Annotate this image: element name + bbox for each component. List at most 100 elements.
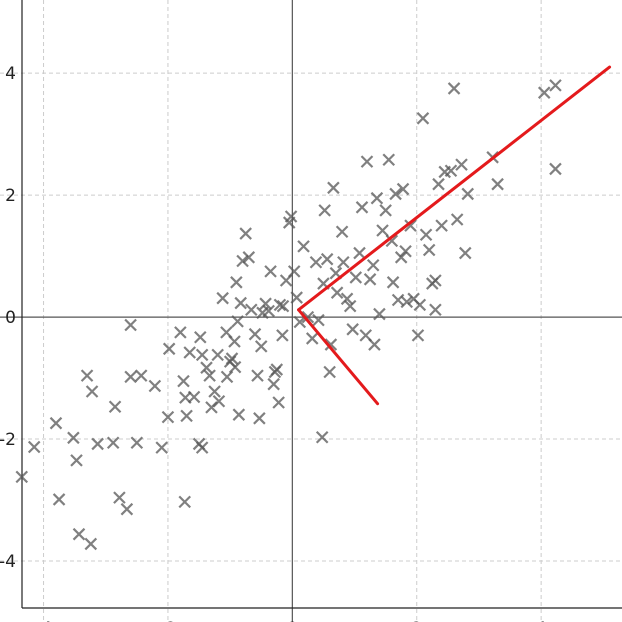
data-point [15,470,29,484]
data-point [67,431,80,445]
data-point [413,298,427,312]
data-point [276,329,289,342]
data-point [236,254,249,268]
data-point [234,296,247,310]
data-point [330,286,344,299]
data-point [385,234,399,248]
data-point [324,338,338,351]
data-point [273,298,287,312]
data-point [394,251,408,264]
data-point [272,396,285,409]
data-point [239,227,252,240]
data-point [211,348,224,362]
data-point [178,495,192,509]
data-point [276,299,290,313]
data-point [195,441,209,454]
data-point [124,318,137,332]
data-point [363,273,377,286]
data-point [220,370,234,384]
data-point [368,338,381,351]
data-point [108,400,122,414]
data-point [203,369,216,382]
data-point [327,181,340,195]
data-point [458,246,472,260]
data-point [537,86,551,99]
data-point [284,210,298,223]
data-point [253,412,266,425]
data-point [106,436,120,449]
data-point [155,441,168,454]
principal-vector-1 [297,65,612,312]
principal-vector-2 [297,308,380,406]
data-point [400,295,414,309]
data-point [230,276,243,289]
y-tick-label: 0 [5,308,16,328]
data-point [366,258,380,272]
data-point [549,162,562,176]
data-point [399,244,412,258]
data-point [27,440,41,454]
data-point [72,527,86,541]
data-point [162,342,176,356]
data-point [174,326,187,339]
data-point [231,315,244,328]
data-point [343,299,357,313]
data-point [293,315,307,329]
data-point [134,369,148,382]
data-point [450,213,464,226]
tick-labels: -4 -2 0 2 4 -4 -2 0 2 4 [0,64,547,622]
data-point [225,352,239,365]
data-point [320,252,334,266]
data-point [195,348,209,362]
data-point [346,323,359,336]
data-point [447,82,461,95]
data-point [80,369,94,382]
data-point [180,409,193,423]
data-point [120,502,134,516]
data-point [389,187,402,201]
data-point [267,377,280,391]
data-point [309,255,323,269]
data-point [124,370,137,384]
principal-vectors [297,65,612,406]
data-point [254,340,268,353]
data-point [264,265,277,278]
data-point [355,201,369,214]
y-tick-label: -4 [0,552,16,572]
data-point [245,303,258,317]
data-point [183,346,196,359]
data-point [232,408,246,421]
data-point [337,255,350,269]
x-tick-label: 0 [287,619,298,622]
data-point [373,307,386,321]
data-point [353,246,366,260]
data-point [335,225,349,239]
data-point [422,243,436,257]
data-point [301,310,315,324]
data-point [228,335,241,348]
data-point [70,454,83,467]
data-point [349,271,363,284]
data-points [15,79,562,551]
data-point [242,251,256,264]
data-point [212,394,226,408]
data-point [85,385,99,398]
data-point [216,291,229,305]
data-point [113,491,126,504]
data-point [305,332,319,345]
data-point [419,228,433,242]
data-point [312,313,325,327]
data-point [177,374,190,388]
x-tick-label: -2 [159,619,176,622]
data-point [455,158,468,171]
data-point [416,112,430,125]
data-point [84,537,98,551]
data-point [248,327,262,341]
data-point [318,204,331,217]
data-point [130,436,144,449]
data-point [290,291,303,304]
data-point [91,437,104,451]
data-point [161,410,175,424]
y-tick-label: -2 [0,430,16,450]
